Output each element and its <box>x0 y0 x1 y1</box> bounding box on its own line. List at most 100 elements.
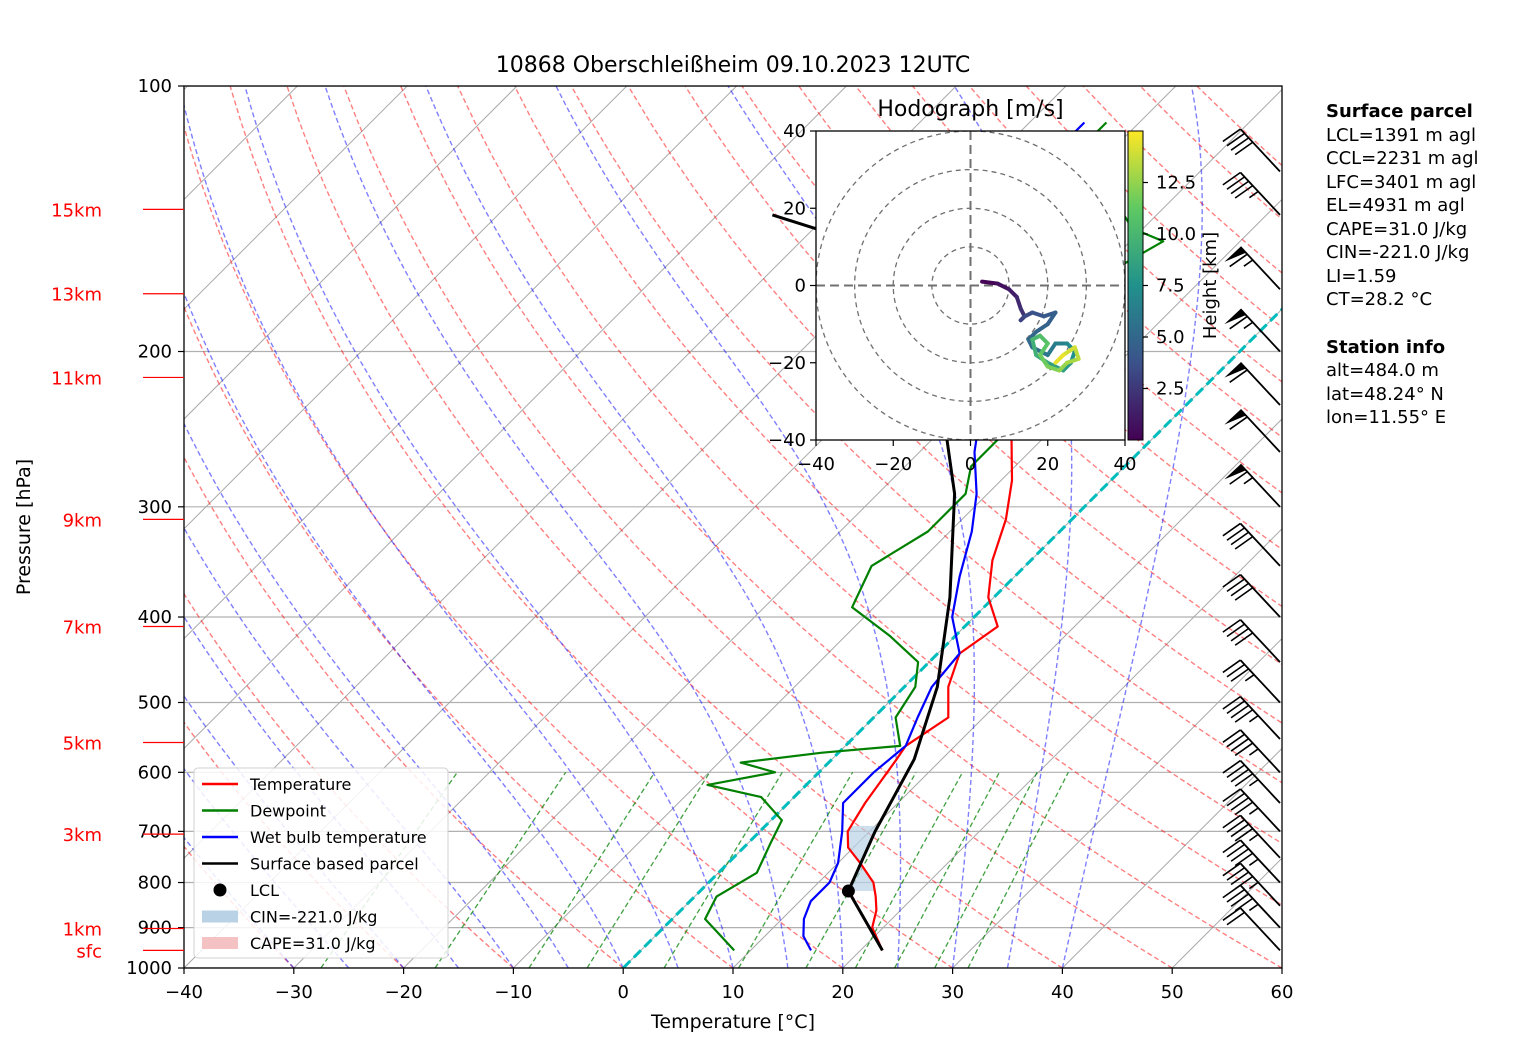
wind-barb-full <box>1230 848 1250 862</box>
wind-barb-staff <box>1239 788 1281 832</box>
hodograph-segment <box>995 281 1012 292</box>
wind-barb-full <box>1234 535 1254 550</box>
isotherm-line <box>1062 747 1282 968</box>
y-tick-label: 700 <box>138 821 172 842</box>
wind-barb-full <box>1222 171 1241 186</box>
station-info-title: Station info <box>1326 336 1446 358</box>
wind-barb-half <box>1243 321 1254 330</box>
wind-barb-full <box>1230 893 1250 908</box>
surface-line-cape: CAPE=31.0 J/kg <box>1326 218 1468 240</box>
colorbar-tick-label: 12.5 <box>1156 173 1196 194</box>
surface-line-ct: CT=28.2 °C <box>1326 289 1433 310</box>
wind-barb-staff <box>1239 522 1281 567</box>
station-line-lon: lon=11.55° E <box>1326 407 1447 428</box>
wind-barb-full <box>1222 619 1241 633</box>
hodograph-y-tick-label: −20 <box>768 353 806 374</box>
wind-barb-full <box>1222 759 1241 774</box>
x-tick-label: 0 <box>617 982 628 1003</box>
isotherm-line <box>184 86 408 310</box>
wind-barb-full <box>1226 527 1245 541</box>
x-tick-label: −30 <box>275 982 313 1003</box>
wind-barb-staff <box>1239 759 1281 804</box>
moist-adiabat <box>184 291 624 968</box>
wind-barb-full <box>1222 659 1241 674</box>
hodograph-segment <box>1061 345 1077 358</box>
mixing-ratio-line <box>738 771 854 968</box>
wind-barb-full <box>1222 839 1241 854</box>
hodograph-segment <box>1038 353 1050 369</box>
wind-barb-full <box>1230 871 1250 886</box>
wind-barb <box>1224 408 1281 453</box>
wind-barb-full <box>1230 738 1250 752</box>
chart-title: 10868 Oberschleißheim 09.10.2023 12UTC <box>496 53 971 78</box>
height-label: sfc <box>76 941 102 962</box>
legend-box <box>193 767 449 959</box>
wind-barb-full <box>1222 862 1241 877</box>
wind-barb-half <box>1248 881 1259 890</box>
wind-barb <box>1222 128 1281 173</box>
wind-barb-full <box>1230 137 1250 151</box>
wind-barb-staff <box>1239 171 1281 216</box>
wind-barb-half <box>1248 748 1259 756</box>
hodograph-segment <box>1030 310 1046 319</box>
freezing-isotherm <box>622 307 1282 968</box>
wind-barb-full <box>1229 315 1248 330</box>
wind-barb <box>1222 619 1281 663</box>
dry-adiabat <box>184 124 844 968</box>
hodograph-segment <box>1045 310 1058 327</box>
colorbar-tick-label: 5.0 <box>1156 327 1185 348</box>
hodograph-x-tick-label: −20 <box>874 454 912 475</box>
wind-barb <box>1224 308 1281 353</box>
wind-barb-full <box>1226 843 1245 858</box>
wind-barb-staff <box>1239 659 1281 704</box>
wind-barb-full <box>1230 627 1250 642</box>
wind-barb-full <box>1230 823 1250 838</box>
hodograph-segment <box>1038 341 1050 358</box>
dry-adiabat <box>184 455 624 968</box>
height-label: 5km <box>63 733 102 754</box>
wind-barb-full <box>1229 253 1248 268</box>
mixing-ratio-line <box>934 771 1038 968</box>
legend-label: Dewpoint <box>250 802 326 821</box>
y-tick-label: 800 <box>138 873 172 894</box>
y-axis-label: Pressure [hPa] <box>13 459 35 595</box>
y-tick-label: 500 <box>138 692 172 713</box>
wind-barb-full <box>1226 911 1245 926</box>
height-label: 1km <box>63 919 102 940</box>
moist-adiabat <box>184 615 460 968</box>
wind-barb-half <box>1243 476 1254 485</box>
wind-barb-full <box>1234 875 1254 890</box>
wind-barb-full <box>1229 416 1248 430</box>
wind-barb-half <box>1243 259 1254 267</box>
y-tick-label: 200 <box>138 342 172 363</box>
x-tick-label: 30 <box>941 982 964 1003</box>
mixing-ratio-line <box>854 771 964 968</box>
y-tick-label: 100 <box>138 76 172 97</box>
hodograph-y-tick-label: 20 <box>783 198 806 219</box>
wind-barb <box>1222 839 1281 884</box>
mixing-ratio-line <box>894 771 1000 968</box>
moist-adiabat <box>953 86 1073 968</box>
wind-barb-full <box>1226 888 1245 903</box>
hodograph-segment <box>1014 295 1023 311</box>
wind-barb-full <box>1234 141 1254 156</box>
wind-barb-full <box>1230 668 1250 682</box>
surface-line-lcl: LCL=1391 m agl <box>1326 124 1476 146</box>
wind-barb <box>1222 695 1281 740</box>
wind-barb-full <box>1234 852 1254 867</box>
wind-barb-flag <box>1224 246 1246 262</box>
x-tick-label: 20 <box>831 982 854 1003</box>
wind-barb-full <box>1234 709 1254 723</box>
dry-adiabat <box>400 86 1282 968</box>
dry-adiabat <box>513 86 1282 845</box>
wind-barb-half <box>1248 807 1259 815</box>
wind-barb-full <box>1229 369 1248 383</box>
dry-adiabat <box>229 86 953 968</box>
wind-barb-staff <box>1239 695 1281 740</box>
dry-adiabat <box>570 86 1282 784</box>
moist-adiabat <box>324 86 789 968</box>
wind-barb-staff <box>1239 839 1281 884</box>
wind-barb-full <box>1230 768 1250 783</box>
wind-barb-full <box>1234 827 1254 842</box>
